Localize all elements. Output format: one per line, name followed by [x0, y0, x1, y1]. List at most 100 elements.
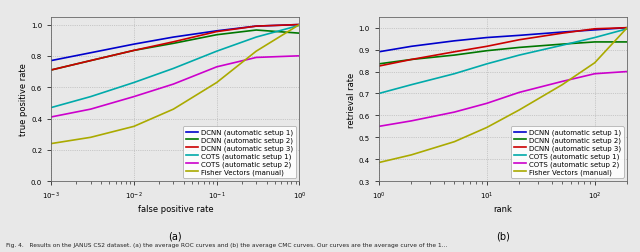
DCNN (automatic setup 3) [252, 25, 260, 28]
Fisher Vectors (manual) [296, 24, 303, 27]
Line: Fisher Vectors (manual): Fisher Vectors (manual) [51, 25, 300, 144]
Fisher Vectors (manual) [483, 127, 491, 130]
DCNN (automatic setup 3) [47, 69, 55, 72]
COTS (automatic setup 1) [87, 96, 95, 99]
COTS (automatic setup 1) [375, 92, 383, 96]
DCNN (automatic setup 1) [408, 46, 415, 49]
DCNN (automatic setup 1) [591, 29, 598, 32]
Fisher Vectors (manual) [623, 27, 631, 30]
COTS (automatic setup 1) [296, 25, 303, 28]
Line: COTS (automatic setup 2): COTS (automatic setup 2) [379, 72, 627, 127]
COTS (automatic setup 2) [170, 83, 177, 86]
COTS (automatic setup 2) [296, 55, 303, 58]
DCNN (automatic setup 2) [87, 60, 95, 63]
Fisher Vectors (manual) [408, 154, 415, 157]
DCNN (automatic setup 2) [515, 47, 523, 50]
Fisher Vectors (manual) [515, 109, 523, 112]
X-axis label: false positive rate: false positive rate [138, 204, 213, 213]
COTS (automatic setup 2) [47, 116, 55, 119]
DCNN (automatic setup 3) [558, 33, 566, 36]
COTS (automatic setup 1) [408, 84, 415, 87]
DCNN (automatic setup 3) [296, 24, 303, 27]
COTS (automatic setup 2) [294, 55, 301, 58]
COTS (automatic setup 1) [591, 37, 598, 40]
Line: DCNN (automatic setup 2): DCNN (automatic setup 2) [379, 43, 627, 65]
Fisher Vectors (manual) [375, 161, 383, 164]
DCNN (automatic setup 2) [408, 59, 415, 62]
COTS (automatic setup 1) [170, 68, 177, 71]
DCNN (automatic setup 3) [483, 46, 491, 49]
DCNN (automatic setup 3) [408, 59, 415, 62]
DCNN (automatic setup 2) [558, 43, 566, 46]
COTS (automatic setup 2) [558, 81, 566, 84]
Line: Fisher Vectors (manual): Fisher Vectors (manual) [379, 28, 627, 163]
DCNN (automatic setup 2) [591, 41, 598, 44]
DCNN (automatic setup 2) [375, 63, 383, 66]
Fisher Vectors (manual) [252, 50, 260, 53]
Fisher Vectors (manual) [591, 62, 598, 65]
COTS (automatic setup 1) [130, 82, 138, 85]
DCNN (automatic setup 3) [623, 27, 631, 30]
DCNN (automatic setup 1) [483, 37, 491, 40]
DCNN (automatic setup 2) [47, 69, 55, 72]
Line: DCNN (automatic setup 1): DCNN (automatic setup 1) [51, 25, 300, 61]
DCNN (automatic setup 1) [296, 24, 303, 27]
COTS (automatic setup 2) [591, 73, 598, 76]
COTS (automatic setup 2) [451, 111, 458, 114]
COTS (automatic setup 1) [252, 36, 260, 39]
DCNN (automatic setup 3) [213, 31, 221, 34]
Fisher Vectors (manual) [47, 142, 55, 145]
COTS (automatic setup 2) [87, 108, 95, 111]
Legend: DCNN (automatic setup 1), DCNN (automatic setup 2), DCNN (automatic setup 3), CO: DCNN (automatic setup 1), DCNN (automati… [183, 127, 296, 178]
DCNN (automatic setup 3) [375, 65, 383, 68]
DCNN (automatic setup 1) [451, 40, 458, 43]
Fisher Vectors (manual) [130, 125, 138, 128]
DCNN (automatic setup 2) [252, 29, 260, 33]
COTS (automatic setup 2) [623, 71, 631, 74]
DCNN (automatic setup 2) [296, 33, 303, 36]
DCNN (automatic setup 2) [623, 41, 631, 44]
DCNN (automatic setup 1) [170, 36, 177, 39]
DCNN (automatic setup 3) [451, 51, 458, 54]
Line: COTS (automatic setup 1): COTS (automatic setup 1) [51, 26, 300, 108]
Fisher Vectors (manual) [170, 108, 177, 111]
DCNN (automatic setup 2) [170, 43, 177, 46]
Text: (a): (a) [168, 231, 182, 241]
Fisher Vectors (manual) [213, 82, 221, 85]
X-axis label: rank: rank [493, 204, 513, 213]
DCNN (automatic setup 1) [252, 25, 260, 28]
COTS (automatic setup 1) [47, 107, 55, 110]
Text: Fig. 4.   Results on the JANUS CS2 dataset. (a) the average ROC curves and (b) t: Fig. 4. Results on the JANUS CS2 dataset… [6, 242, 447, 247]
DCNN (automatic setup 3) [170, 41, 177, 44]
DCNN (automatic setup 3) [87, 60, 95, 63]
Fisher Vectors (manual) [87, 136, 95, 139]
DCNN (automatic setup 1) [623, 27, 631, 30]
Y-axis label: true positive rate: true positive rate [19, 63, 28, 136]
DCNN (automatic setup 2) [483, 50, 491, 53]
DCNN (automatic setup 2) [451, 54, 458, 57]
DCNN (automatic setup 2) [213, 34, 221, 37]
Line: COTS (automatic setup 1): COTS (automatic setup 1) [379, 30, 627, 94]
DCNN (automatic setup 1) [558, 32, 566, 35]
DCNN (automatic setup 1) [213, 30, 221, 33]
COTS (automatic setup 2) [483, 102, 491, 105]
COTS (automatic setup 2) [375, 125, 383, 128]
DCNN (automatic setup 1) [375, 51, 383, 54]
Text: (b): (b) [496, 231, 510, 241]
COTS (automatic setup 2) [130, 96, 138, 99]
COTS (automatic setup 1) [483, 63, 491, 66]
DCNN (automatic setup 1) [515, 35, 523, 38]
COTS (automatic setup 2) [408, 120, 415, 123]
DCNN (automatic setup 3) [130, 50, 138, 53]
Line: COTS (automatic setup 2): COTS (automatic setup 2) [51, 57, 300, 117]
DCNN (automatic setup 1) [47, 60, 55, 63]
Line: DCNN (automatic setup 3): DCNN (automatic setup 3) [379, 28, 627, 67]
COTS (automatic setup 1) [558, 45, 566, 48]
Legend: DCNN (automatic setup 1), DCNN (automatic setup 2), DCNN (automatic setup 3), CO: DCNN (automatic setup 1), DCNN (automati… [511, 127, 624, 178]
Line: DCNN (automatic setup 3): DCNN (automatic setup 3) [51, 25, 300, 71]
Line: DCNN (automatic setup 1): DCNN (automatic setup 1) [379, 28, 627, 53]
COTS (automatic setup 1) [623, 28, 631, 31]
COTS (automatic setup 2) [515, 91, 523, 94]
DCNN (automatic setup 3) [515, 39, 523, 42]
Line: DCNN (automatic setup 2): DCNN (automatic setup 2) [51, 31, 300, 71]
